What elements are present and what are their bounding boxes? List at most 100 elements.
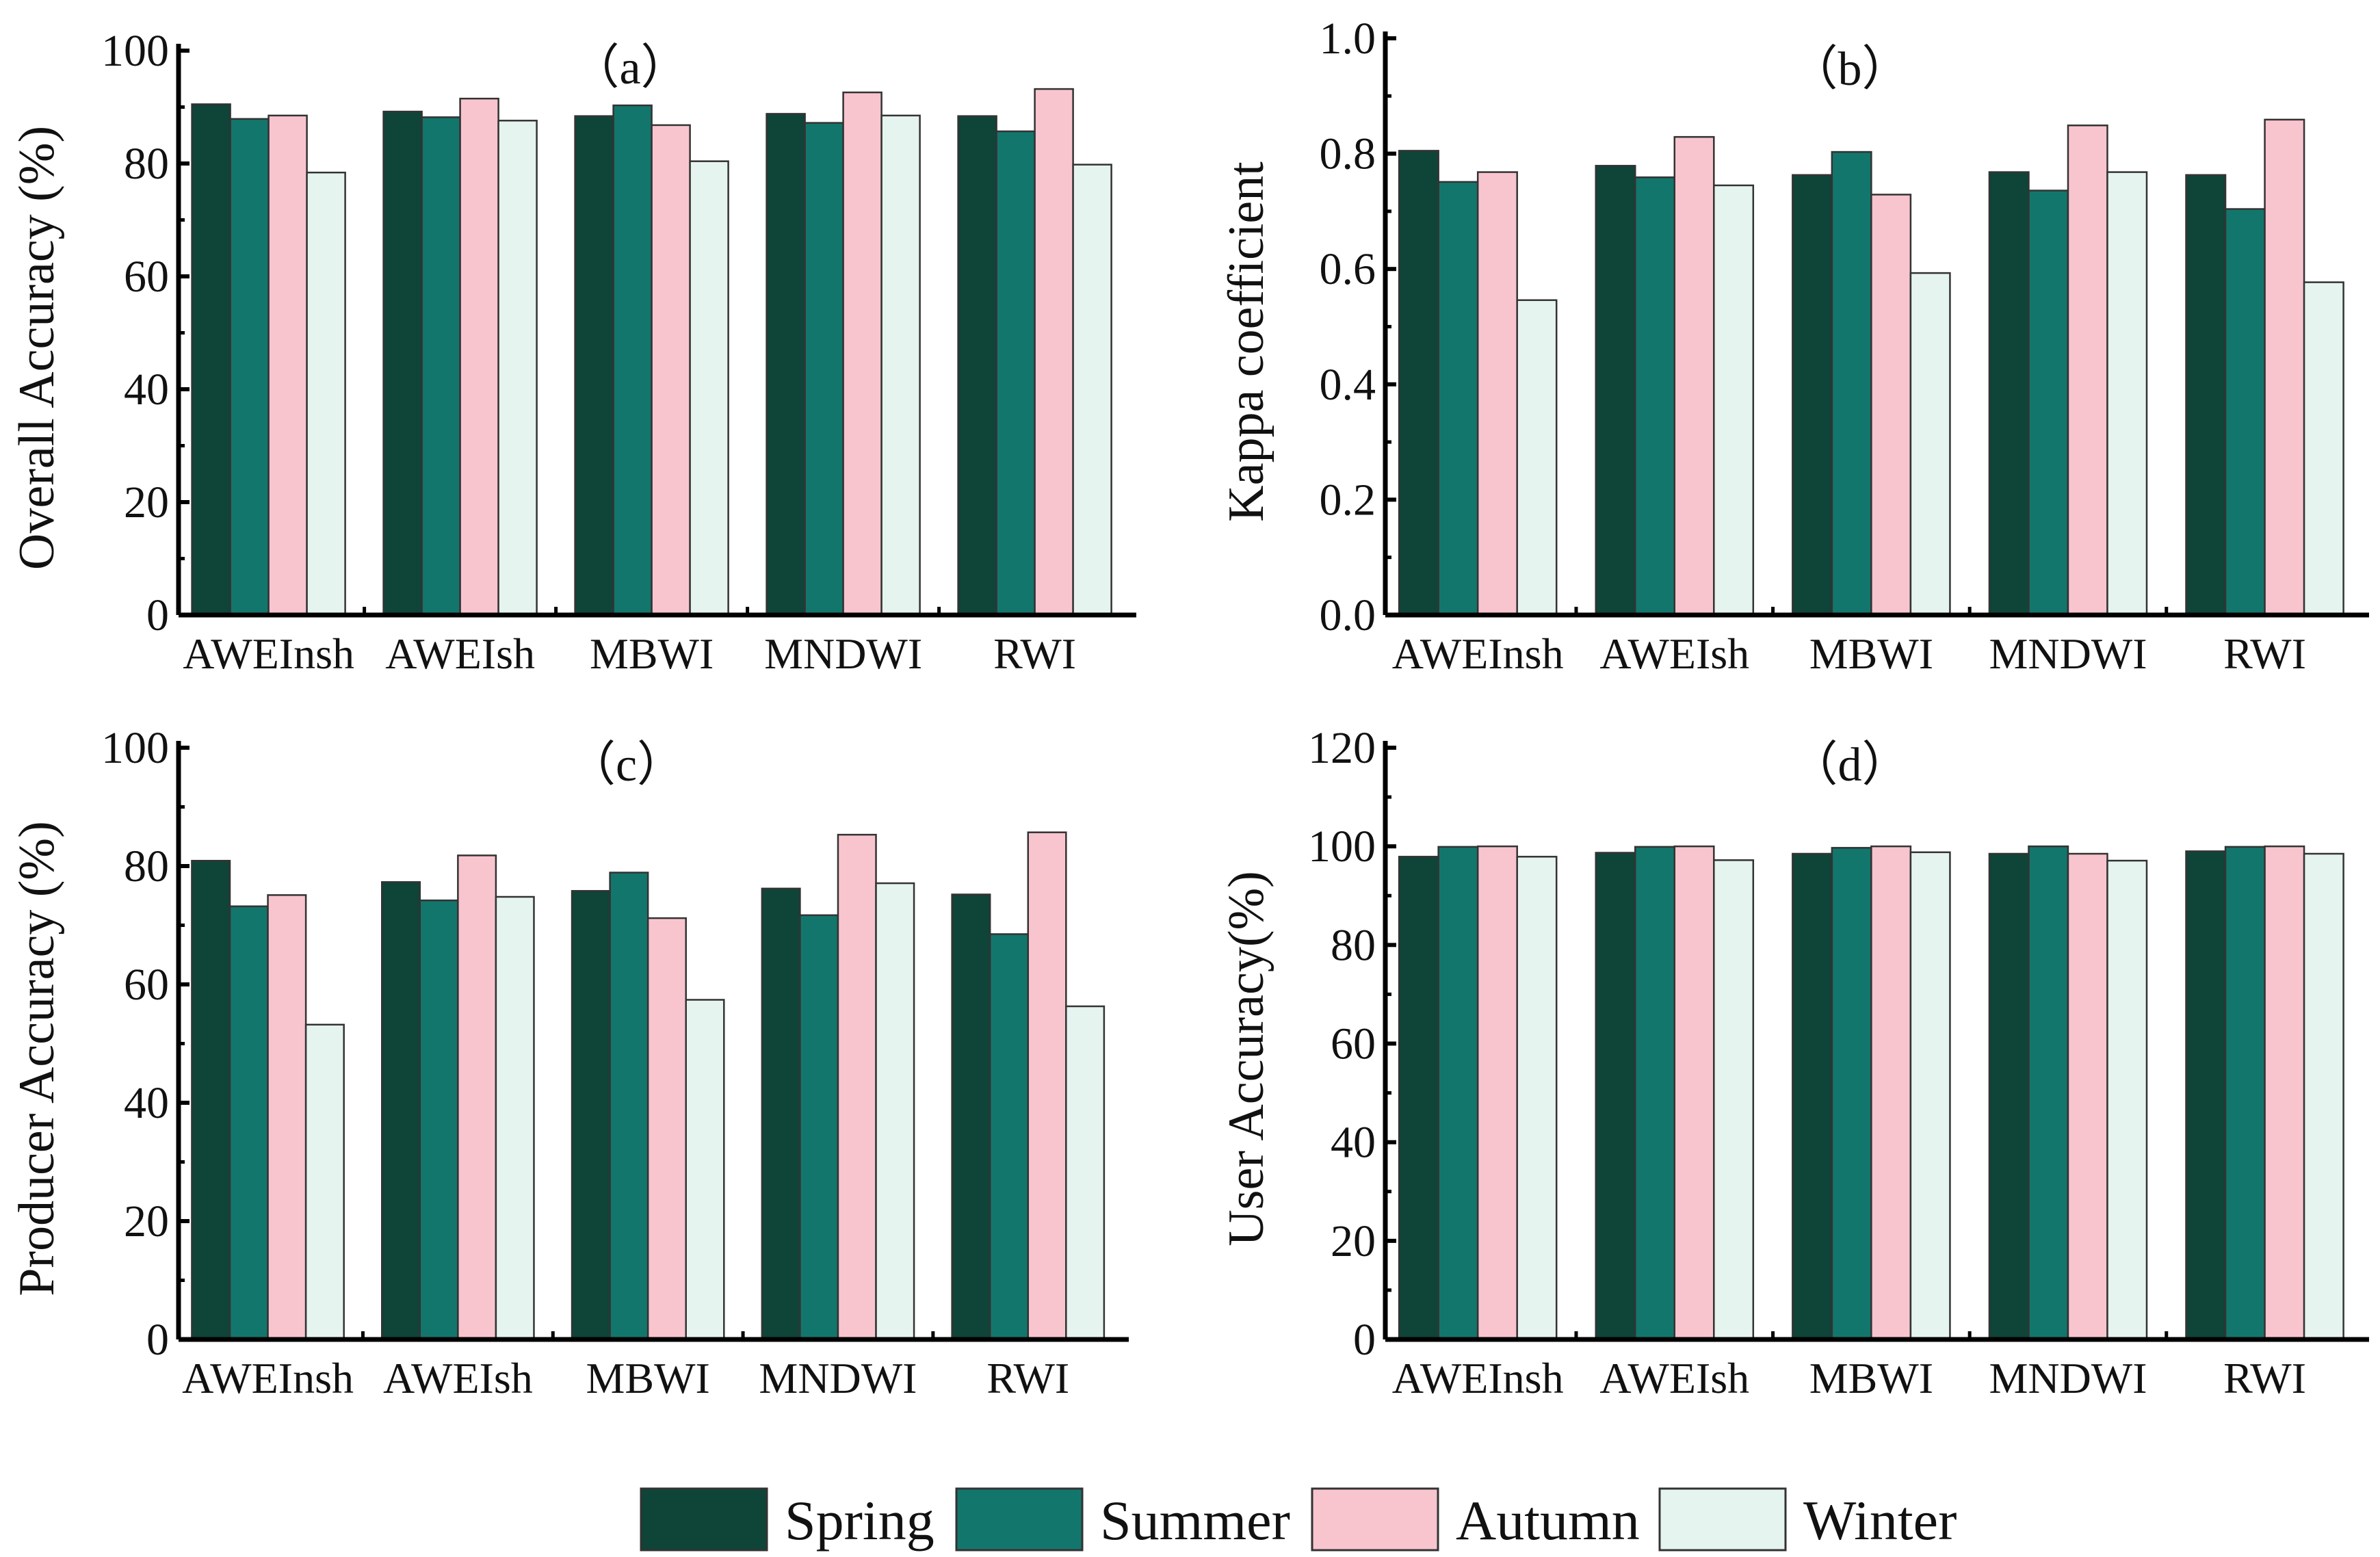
bar-summer (995, 130, 1036, 616)
x-tick-label: MBWI (1809, 1354, 1933, 1402)
bar-winter (497, 120, 538, 616)
bar-winter (1072, 163, 1112, 616)
bar-winter (875, 882, 915, 1341)
y-tick-label: 120 (1308, 723, 1376, 773)
bar-spring (761, 887, 801, 1341)
bar-autumn (1027, 831, 1067, 1341)
bar-winter (1909, 851, 1951, 1341)
bar-winter (1713, 184, 1755, 616)
bar-winter (689, 160, 729, 616)
bar-winter (306, 171, 346, 616)
y-tick-label: 0.8 (1320, 129, 1376, 179)
panel-title: （d） (1790, 739, 1910, 791)
y-tick-label: 20 (124, 477, 169, 527)
bar-autumn (842, 91, 882, 616)
x-tick-label: AWEIsh (1599, 629, 1749, 678)
bar-spring (382, 110, 423, 616)
bar-summer (421, 116, 461, 616)
bar-winter (1516, 299, 1558, 616)
bar-summer (1634, 846, 1676, 1341)
bar-spring (1792, 174, 1833, 616)
chart-panel-a: 0 20 40 60 80 100 AWEInsh AWEIsh MBWI MNDWI RWI Ove… (9, 26, 1136, 678)
bar-autumn (1034, 88, 1074, 616)
legend-label: Winter (1803, 1489, 1957, 1552)
y-tick-label: 0.4 (1320, 360, 1376, 410)
legend-item-spring: Spring (640, 1487, 934, 1552)
bar-spring (766, 113, 806, 616)
x-tick-label: RWI (993, 629, 1076, 678)
y-tick-label: 80 (124, 139, 169, 189)
bar-spring (380, 881, 421, 1341)
legend-label: Autumn (1456, 1489, 1640, 1552)
panel-title: （b） (1790, 43, 1910, 96)
bar-summer (1831, 847, 1872, 1341)
bar-summer (609, 872, 649, 1341)
bar-summer (229, 118, 270, 616)
bar-autumn (1476, 171, 1518, 616)
bar-autumn (2067, 125, 2108, 616)
bar-winter (2106, 171, 2148, 616)
bar-spring (1988, 171, 2030, 616)
x-tick-label: AWEIsh (383, 1354, 533, 1402)
x-tick-label: RWI (2223, 629, 2306, 678)
x-tick-label: MNDWI (1989, 629, 2147, 678)
bar-autumn (1673, 135, 1715, 616)
bar-autumn (1870, 845, 1912, 1341)
bar-spring (1398, 856, 1439, 1341)
y-tick-label: 0 (146, 1315, 169, 1365)
bar-winter (1713, 859, 1755, 1341)
legend-item-summer: Summer (955, 1487, 1290, 1552)
bar-spring (1792, 852, 1833, 1341)
bar-spring (2185, 174, 2227, 616)
y-tick-label: 40 (124, 365, 169, 415)
bar-autumn (267, 114, 308, 616)
bar-summer (1831, 151, 1872, 616)
y-tick-label: 20 (124, 1196, 169, 1246)
bar-summer (419, 899, 459, 1341)
y-tick-label: 100 (1308, 822, 1376, 872)
bar-winter (495, 895, 535, 1341)
bar-summer (1437, 181, 1479, 616)
bar-spring (191, 859, 231, 1341)
legend-swatch (1311, 1487, 1439, 1552)
bar-summer (2224, 846, 2266, 1341)
x-tick-label: AWEInsh (1392, 629, 1564, 678)
y-tick-label: 20 (1331, 1216, 1376, 1266)
y-tick-label: 40 (1331, 1118, 1376, 1168)
legend: Spring Summer Autumn Winter (640, 1487, 1957, 1552)
bar-summer (799, 914, 839, 1341)
bar-summer (2028, 189, 2069, 616)
legend-item-winter: Winter (1658, 1487, 1957, 1552)
legend-item-autumn: Autumn (1311, 1487, 1640, 1552)
x-tick-label: AWEIsh (385, 629, 535, 678)
bar-summer (2028, 845, 2069, 1341)
bar-summer (2224, 208, 2266, 616)
bar-autumn (2067, 852, 2108, 1341)
x-tick-label: MNDWI (764, 629, 922, 678)
y-tick-label: 60 (124, 960, 169, 1010)
y-tick-label: 60 (124, 252, 169, 302)
legend-swatch (1658, 1487, 1787, 1552)
y-tick-label: 80 (124, 841, 169, 891)
bar-summer (804, 122, 844, 616)
bar-spring (951, 893, 991, 1341)
y-axis-title: User Accuracy(%) (1218, 871, 1274, 1246)
x-tick-label: MBWI (1809, 629, 1933, 678)
y-tick-label: 80 (1331, 920, 1376, 970)
bar-summer (612, 104, 653, 616)
x-tick-label: AWEIsh (1599, 1354, 1749, 1402)
chart-panel-b: 0.0 0.2 0.4 0.6 0.8 1.0 AWEInsh AWEIsh MBWI MNDWI… (1218, 14, 2369, 678)
bar-autumn (267, 894, 307, 1341)
bar-autumn (459, 97, 499, 616)
y-tick-label: 60 (1331, 1019, 1376, 1069)
y-tick-label: 0 (1353, 1315, 1376, 1365)
x-tick-label: MNDWI (759, 1354, 917, 1402)
x-tick-label: AWEInsh (1392, 1354, 1564, 1402)
bar-summer (228, 905, 269, 1341)
bar-winter (880, 114, 921, 616)
bar-autumn (651, 124, 691, 616)
x-tick-label: MBWI (590, 629, 714, 678)
x-tick-label: RWI (986, 1354, 1069, 1402)
x-tick-label: AWEInsh (182, 1354, 354, 1402)
